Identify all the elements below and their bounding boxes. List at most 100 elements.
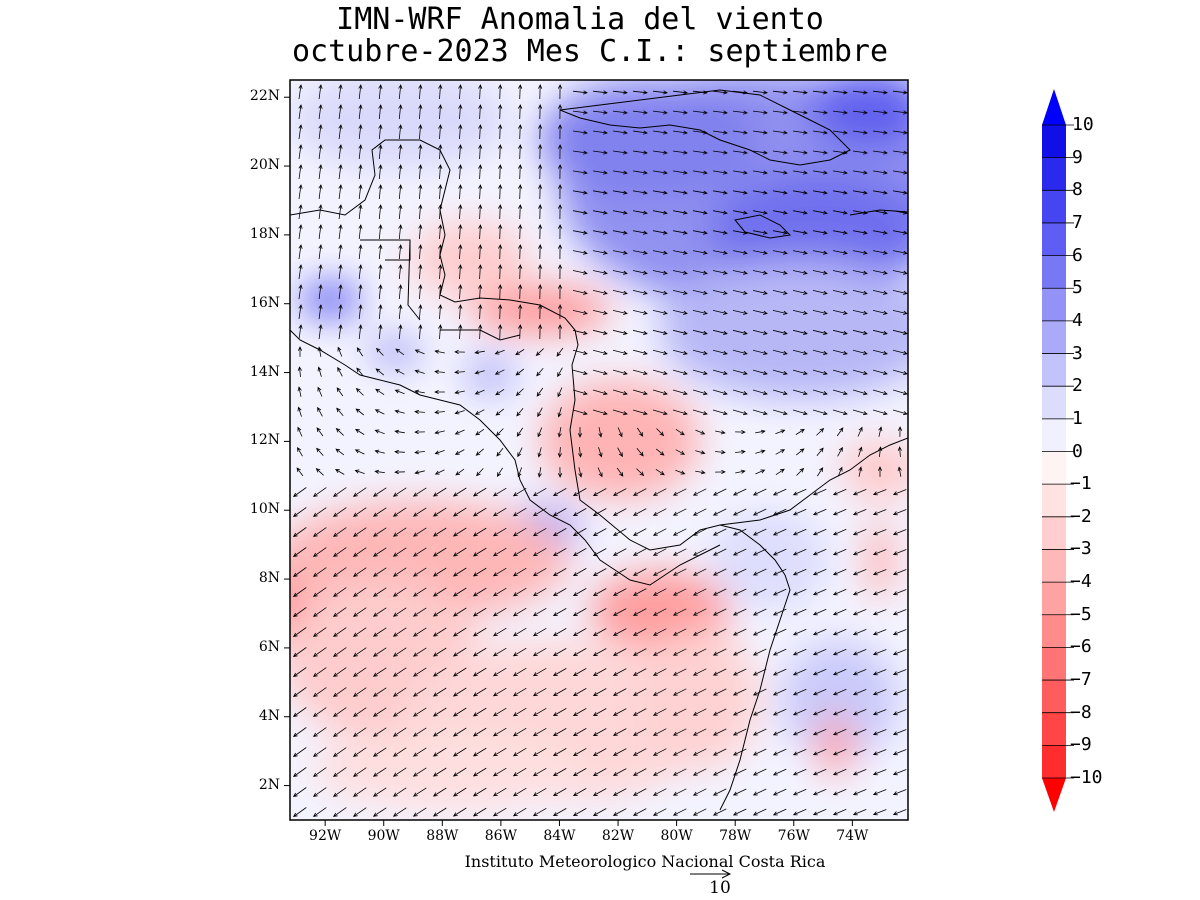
- colorbar-level-label: 3: [1072, 342, 1083, 364]
- wind-vector: [852, 809, 867, 816]
- wind-vector: [752, 728, 767, 736]
- wind-vector: [692, 230, 708, 235]
- wind-vector: [652, 170, 668, 175]
- wind-vector: [452, 547, 467, 557]
- wind-vector: [672, 230, 688, 235]
- wind-vector: [892, 290, 908, 295]
- wind-vector: [652, 329, 668, 335]
- wind-vector: [612, 688, 627, 696]
- wind-vector: [632, 110, 648, 115]
- wind-vector: [732, 130, 748, 135]
- wind-vector: [315, 468, 324, 476]
- wind-vector: [374, 429, 385, 435]
- wind-vector: [318, 124, 323, 140]
- colorbar-swatch: [1042, 582, 1066, 616]
- wind-vector: [318, 164, 323, 180]
- wind-vector: [772, 110, 788, 115]
- wind-vector: [612, 568, 627, 576]
- wind-vector: [338, 104, 343, 120]
- wind-vector: [892, 749, 907, 756]
- wind-vector: [652, 130, 668, 135]
- wind-vector: [358, 284, 363, 300]
- wind-vector: [712, 230, 728, 235]
- wind-vector: [472, 507, 487, 517]
- wind-vector: [712, 748, 727, 756]
- wind-vector: [732, 648, 747, 656]
- wind-vector: [632, 270, 648, 275]
- wind-vector: [557, 467, 563, 478]
- wind-vector: [792, 250, 808, 255]
- wind-vector: [897, 466, 902, 477]
- wind-vector: [557, 427, 562, 438]
- wind-vector: [852, 349, 868, 355]
- wind-vector: [494, 369, 505, 375]
- wind-vector: [358, 164, 363, 180]
- lat-label: 20N: [249, 157, 280, 174]
- wind-vector: [672, 349, 688, 355]
- wind-vector: [298, 284, 303, 300]
- wind-vector: [418, 104, 423, 120]
- wind-vector: [412, 787, 427, 797]
- wind-vector: [578, 447, 583, 458]
- wind-vector: [372, 527, 387, 537]
- wind-vector: [752, 130, 768, 135]
- wind-vector: [692, 748, 707, 756]
- colorbar-swatch: [1042, 516, 1066, 550]
- wind-vector: [454, 370, 465, 375]
- wind-vector: [872, 110, 888, 115]
- wind-vector: [398, 304, 403, 320]
- lon-label: 82W: [601, 828, 635, 844]
- wind-vector: [616, 467, 624, 477]
- wind-vector: [795, 428, 805, 435]
- wind-vector: [592, 310, 608, 315]
- wind-vector: [812, 788, 827, 796]
- wind-vector: [672, 628, 687, 636]
- wind-vector: [518, 84, 523, 100]
- wind-vector: [292, 507, 307, 518]
- wind-vector: [752, 310, 768, 315]
- lon-label: 76W: [777, 828, 810, 844]
- wind-vector: [632, 230, 648, 235]
- wind-vector: [672, 250, 688, 255]
- wind-vector: [752, 708, 767, 716]
- wind-vector: [732, 250, 748, 255]
- wind-vector: [432, 667, 447, 677]
- wind-vector: [372, 647, 387, 657]
- wind-vector: [672, 608, 687, 616]
- colorbar-level-label: −3: [1070, 538, 1092, 560]
- wind-vector: [892, 649, 907, 656]
- wind-vector: [675, 469, 686, 475]
- wind-vector: [572, 130, 588, 135]
- wind-vector: [492, 567, 507, 577]
- wind-vector: [672, 568, 687, 576]
- colorbar-swatch: [1042, 288, 1066, 322]
- wind-vector: [712, 250, 728, 255]
- wind-vector: [572, 788, 587, 797]
- wind-vector: [452, 647, 467, 657]
- wind-vector: [292, 587, 307, 598]
- wind-vector: [792, 688, 807, 696]
- wind-vector: [672, 748, 687, 756]
- wind-vector: [418, 124, 423, 140]
- wind-vector: [652, 90, 668, 95]
- wind-vector: [358, 224, 363, 240]
- wind-vector: [632, 768, 647, 776]
- wind-vector: [412, 587, 427, 597]
- wind-vector: [832, 688, 847, 696]
- wind-vector: [452, 527, 467, 537]
- wind-vector: [412, 647, 427, 657]
- wind-vector: [592, 488, 607, 496]
- wind-vector: [695, 429, 706, 435]
- wind-vector: [598, 447, 603, 458]
- wind-vector: [512, 507, 527, 517]
- wind-vector: [432, 487, 447, 497]
- wind-vector: [498, 164, 503, 180]
- wind-vector: [318, 264, 323, 280]
- wind-vector: [518, 124, 523, 140]
- wind-vector: [454, 390, 465, 395]
- wind-vector: [752, 90, 768, 95]
- wind-vector: [732, 349, 748, 355]
- wind-vector: [712, 708, 727, 716]
- wind-vector: [652, 210, 668, 215]
- wind-vector: [592, 90, 608, 95]
